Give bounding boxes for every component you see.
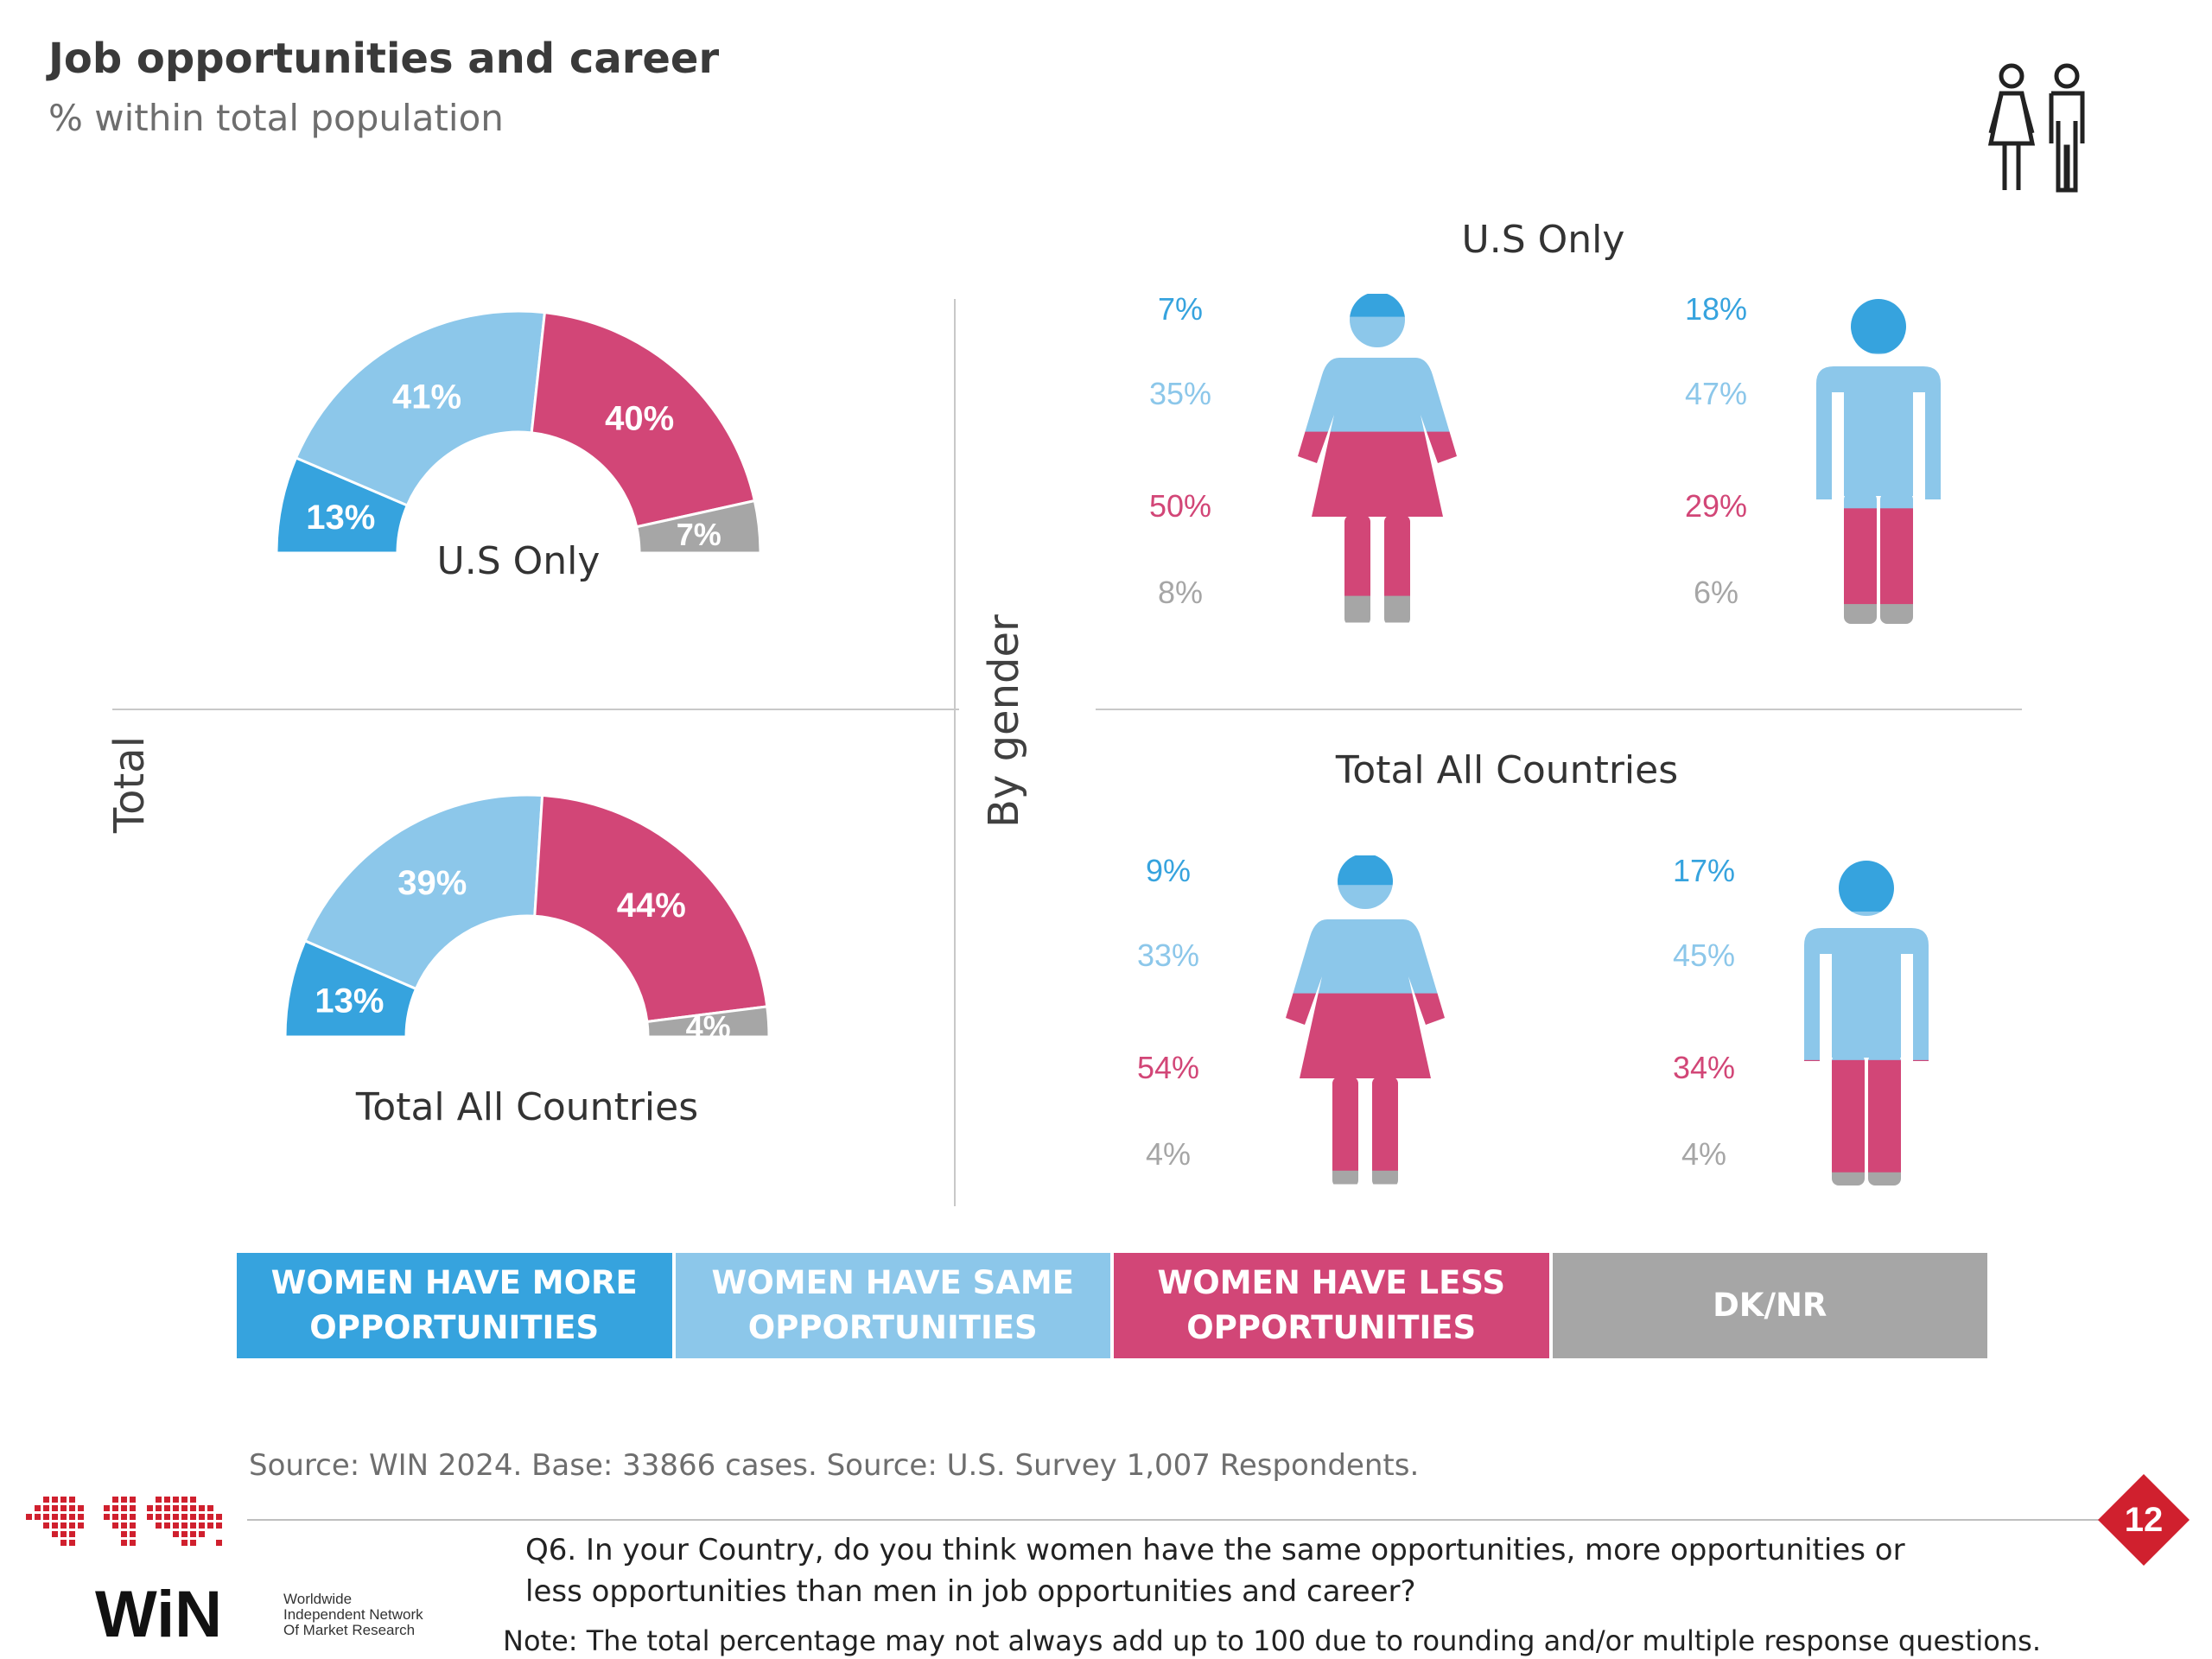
note-text: Note: The total percentage may not alway… [503,1624,2041,1657]
legend: WOMEN HAVE MORE OPPORTUNITIES WOMEN HAVE… [237,1253,1987,1358]
divider-right-horizontal [1096,709,2022,710]
donut-total-label-same: 39% [397,864,467,902]
donut-caption-us: U.S Only [436,539,601,583]
donut-total-slice-same [303,793,544,991]
figure-total-male: 17% 45% 34% 4% [1673,853,1929,1185]
donut-us-label-more: 13% [306,499,375,537]
logo-tagline-1: Worldwide [283,1591,352,1607]
figure-us-female-label-more: 7% [1158,291,1203,327]
gender-section-title-us: U.S Only [1461,218,1625,262]
figure-us-female-band-same [1298,316,1457,433]
figure-us-female-label-dknr: 8% [1158,575,1203,610]
legend-same: WOMEN HAVE SAME OPPORTUNITIES [675,1253,1114,1358]
figure-total-male-label-same: 45% [1673,938,1735,973]
figure-us-female-label-less: 50% [1149,488,1211,524]
donut-total-label-more: 13% [315,982,384,1020]
figure-total-male-band-dknr [1804,1172,1929,1185]
donut-caption-total: Total All Countries [355,1085,699,1129]
figure-total-male-band-same [1804,911,1929,1061]
figure-us-male-band-same [1816,353,1941,509]
donut-total-label-dknr: 4% [686,1009,731,1045]
figure-total-female-label-dknr: 4% [1146,1136,1191,1172]
win-logo: WiN Worldwide Independent Network Of Mar… [26,1497,423,1645]
donut-us-label-dknr: 7% [677,517,721,552]
figure-total-female-label-more: 9% [1146,853,1191,888]
figure-us-male-label-more: 18% [1685,291,1747,327]
figure-total-male-label-more: 17% [1673,853,1735,888]
logo-wordmark: WiN [95,1578,222,1645]
page-number: 12 [2125,1501,2164,1539]
half-donut-charts: 13% 41% 40% 7% 13% 39% 44% 4% [275,309,771,1045]
figure-us-male-label-dknr: 6% [1694,575,1738,610]
page-title: Job opportunities and career [48,35,720,83]
page-number-badge: 12 [2098,1474,2190,1566]
figure-us-female-band-dknr [1298,595,1457,623]
legend-dknr: DK/NR [1552,1253,1987,1358]
half-donut-total: 13% 39% 44% 4% [283,793,771,1045]
donut-total-slice-less [533,793,769,1024]
figure-total-female-band-less [1286,993,1445,1172]
figure-total-female-label-same: 33% [1137,938,1199,973]
source-text: Source: WIN 2024. Base: 33866 cases. Sou… [249,1448,1420,1483]
figure-total-female-label-less: 54% [1137,1050,1199,1085]
page-subtitle: % within total population [48,97,504,139]
donut-us-slice-dknr [634,499,762,555]
figure-total-male-label-less: 34% [1673,1050,1735,1085]
gender-pictogram-charts: 7% 35% 50% 8% 18% 47% 29% 6% 9% 33% 54% 4% 17% 45% 34%… [1137,291,1941,1185]
figure-us-male: 18% 47% 29% 6% [1685,291,1941,624]
gender-section-title-total: Total All Countries [1335,748,1679,792]
figure-us-male-band-dknr [1816,604,1941,624]
figure-us-female-band-less [1298,431,1457,597]
figure-total-male-label-dknr: 4% [1681,1136,1726,1172]
divider-left-horizontal [112,709,959,710]
legend-less: WOMEN HAVE LESS OPPORTUNITIES [1114,1253,1553,1358]
figure-total-male-band-more [1804,861,1929,912]
logo-tagline-2: Independent Network [283,1606,423,1623]
donut-us-label-same: 41% [392,378,461,416]
figure-total-female-band-more [1286,855,1445,886]
figure-total-female-band-dknr [1286,1170,1445,1185]
donut-us-slice-same [294,309,547,507]
figure-us-female: 7% 35% 50% 8% [1149,291,1457,623]
footer-divider [247,1519,2113,1521]
figure-us-male-label-less: 29% [1685,488,1747,524]
question-text: Q6. In your Country, do you think women … [525,1533,1905,1609]
divider-vertical [954,299,956,1206]
donut-us-slice-less [530,311,757,529]
half-donut-us: 13% 41% 40% 7% [275,309,762,555]
legend-more: WOMEN HAVE MORE OPPORTUNITIES [237,1253,676,1358]
people-icon [1987,63,2085,193]
donut-us-label-less: 40% [605,400,674,438]
figure-total-male-band-less [1804,1059,1929,1173]
figure-us-male-band-more [1816,299,1941,354]
donut-total-label-less: 44% [617,887,686,925]
logo-tagline-3: Of Market Research [283,1622,415,1638]
figure-total-female-band-same [1286,885,1445,995]
donut-total-slice-dknr [645,1005,771,1039]
figure-us-female-band-more [1298,294,1457,318]
figure-us-male-label-same: 47% [1685,376,1747,411]
figure-total-female: 9% 33% 54% 4% [1137,853,1445,1185]
figure-us-male-band-less [1816,508,1941,605]
figure-us-female-label-same: 35% [1149,376,1211,411]
